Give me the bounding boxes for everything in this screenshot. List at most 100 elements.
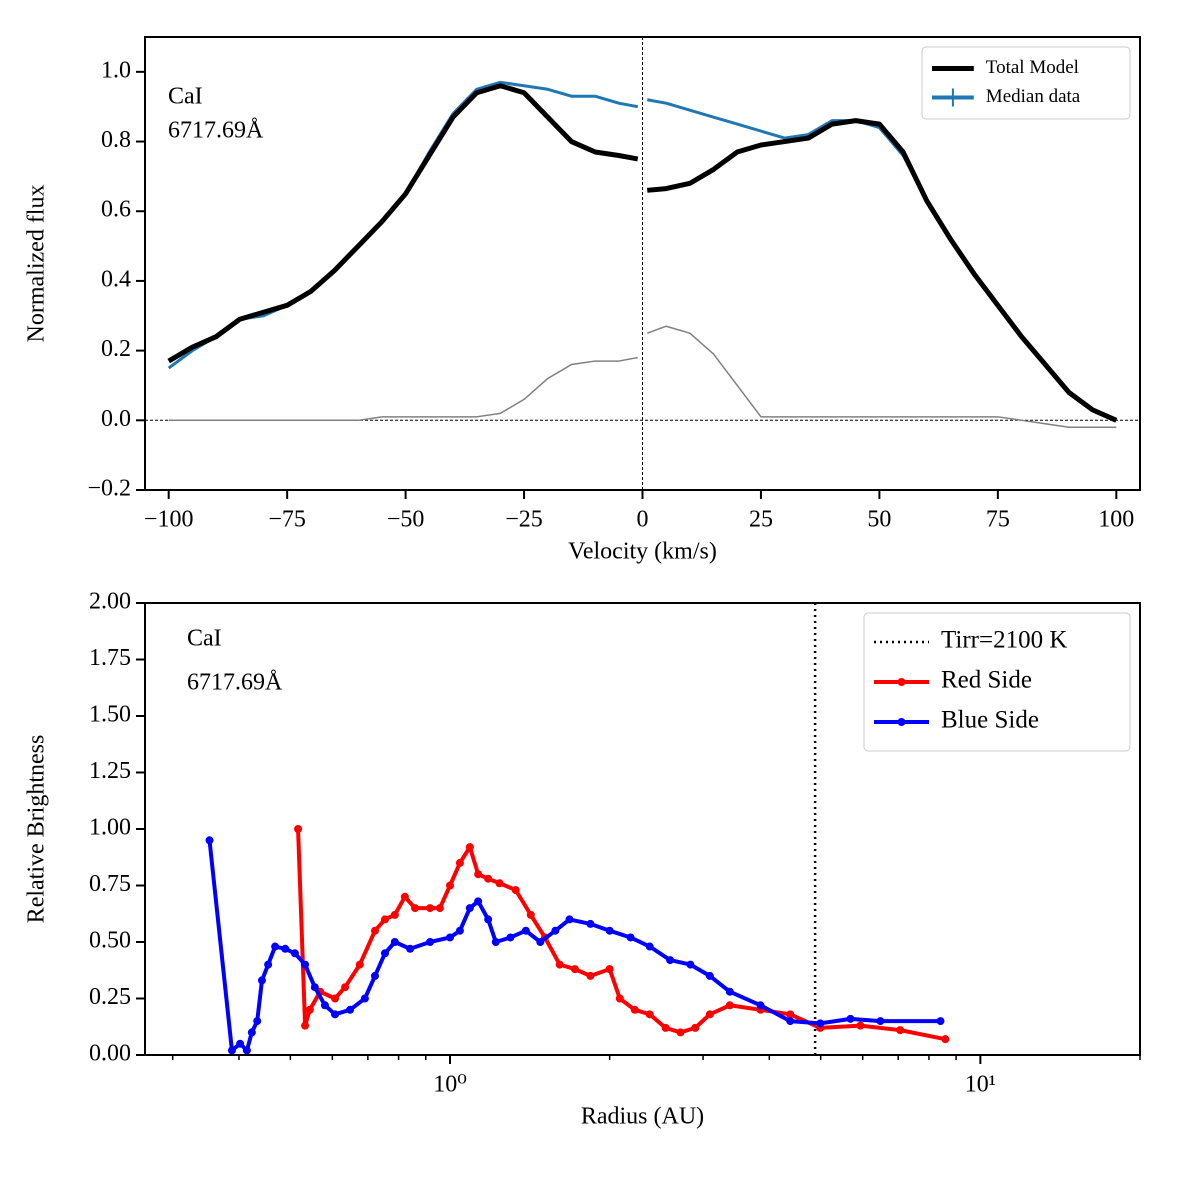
series-marker [536,938,545,946]
series-marker [346,1005,355,1014]
y-tick-label: 1.00 [89,815,131,841]
series-marker [474,870,483,879]
series-marker [205,836,214,845]
series-marker [390,910,399,919]
series-marker [264,960,273,969]
series-marker [446,881,455,890]
x-tick-label: 10¹ [965,1072,996,1098]
series-marker [521,926,530,935]
series-marker [816,1019,825,1028]
annotation: 6717.69Å [168,118,264,144]
x-axis-label: Velocity (km/s) [568,539,717,565]
series-marker [331,1010,340,1019]
series-marker [455,926,464,935]
y-tick-label: 0.25 [89,984,131,1010]
series-marker [725,1001,734,1010]
series-marker [705,971,714,980]
x-tick-label: 0 [637,507,649,533]
series-marker [390,938,399,946]
series-marker [506,933,515,942]
series-marker [484,915,493,924]
legend-marker [897,678,906,686]
series-marker [626,933,635,942]
series-marker [676,1028,685,1037]
x-axis-label: Radius (AU) [581,1104,704,1130]
annotation: CaI [168,84,203,110]
series-marker [705,1010,714,1019]
series-marker [426,904,435,913]
series-marker [786,1010,795,1019]
series-marker [290,949,299,958]
series-marker [301,1021,310,1030]
y-tick-label: 0.8 [101,127,131,153]
y-tick-label: 1.0 [101,57,131,83]
series-marker [320,1001,329,1010]
series-marker [896,1026,905,1035]
series-marker [281,944,290,953]
series-marker [341,983,350,992]
legend-label: Tirr=2100 K [941,627,1067,654]
series-marker [856,1021,865,1030]
x-tick-label: 25 [749,507,773,533]
series-marker [253,1017,262,1026]
series-marker [411,904,420,913]
series-marker [271,942,280,951]
y-tick-label: 0.2 [101,336,131,362]
series-marker [305,1005,314,1014]
y-tick-label: 0.6 [101,197,131,223]
series-marker [465,904,474,913]
series-line [207,840,941,1053]
y-axis-label: Relative Brightness [24,735,50,924]
y-tick-label: 0.4 [101,266,131,292]
legend-marker [897,718,906,726]
y-tick-label: 1.25 [89,758,131,784]
y-tick-label: 0.00 [89,1041,131,1067]
series-marker [236,1039,245,1048]
x-tick-label: 10⁰ [433,1072,467,1098]
y-axis-label: Normalized flux [24,185,50,343]
plot-area [145,37,1140,490]
series-marker [310,983,319,992]
x-tick-label: 100 [1098,507,1134,533]
series-marker [511,886,520,895]
series-marker [586,919,595,928]
series-marker [455,858,464,867]
y-tick-label: 0.75 [89,871,131,897]
legend-box [921,46,1131,120]
series-marker [661,1023,670,1032]
series-marker [242,1046,251,1055]
series-marker [615,994,624,1003]
series-marker [370,971,379,980]
series-marker [565,915,574,924]
series-marker [630,1005,639,1014]
y-tick-label: −0.2 [87,476,131,502]
y-tick-label: 0.0 [101,406,131,432]
series-marker [551,926,560,935]
series-marker [446,933,455,942]
x-tick-label: −25 [505,507,543,533]
series-marker [426,938,435,946]
series-marker [605,926,614,935]
series-marker [491,938,500,946]
legend-label: Total Model [986,57,1079,78]
series-marker [941,1035,950,1044]
x-tick-label: 50 [867,507,891,533]
series-marker [846,1014,855,1023]
series-marker [686,960,695,969]
series-marker [645,942,654,951]
y-tick-label: 1.50 [89,702,131,728]
series-marker [876,1017,885,1026]
series-marker [756,1001,765,1010]
series-marker [786,1017,795,1026]
series-marker [227,1046,236,1055]
series-marker [936,1017,945,1026]
x-tick-label: −50 [387,507,425,533]
series-marker [380,949,389,958]
series-marker [435,904,444,913]
series-marker [605,965,614,974]
annotation: CaI [187,626,222,652]
series-marker [666,956,675,965]
series-marker [474,897,483,906]
series-line [168,325,1117,429]
